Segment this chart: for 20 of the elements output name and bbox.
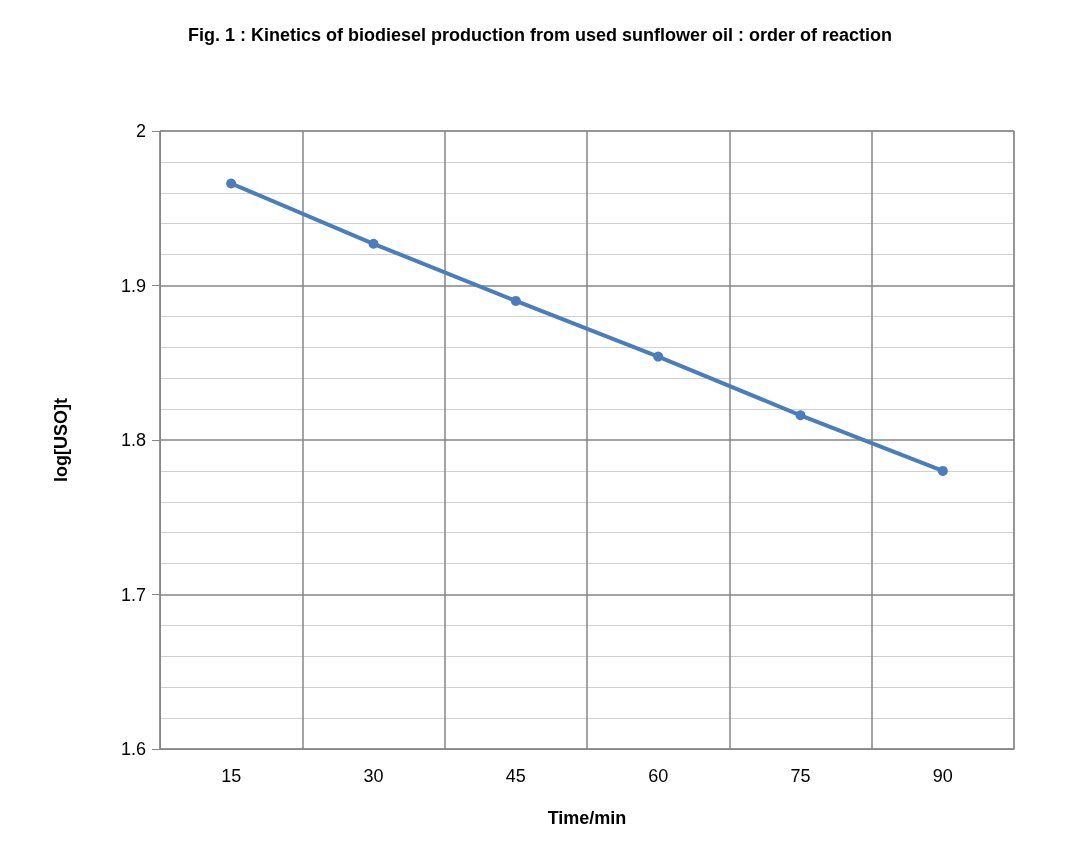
y-tick-label: 1.7 [120, 584, 146, 605]
x-tick-label: 75 [790, 766, 811, 786]
y-tick-label: 1.8 [120, 430, 146, 450]
point [653, 351, 664, 362]
point [368, 238, 379, 249]
x-tick-label: 45 [505, 766, 526, 786]
point [226, 178, 237, 189]
x-tick-label: 15 [221, 766, 242, 786]
y-tick-label: 1.6 [120, 739, 146, 759]
x-tick-label: 90 [932, 766, 953, 786]
point [937, 465, 948, 476]
x-axis-title: Time/min [547, 808, 627, 828]
y-tick-label: 2 [135, 121, 146, 141]
point [795, 410, 806, 421]
y-tick-label: 1.9 [120, 275, 146, 296]
x-tick-label: 60 [648, 766, 669, 786]
y-axis-title: log[USO]t [51, 398, 71, 482]
chart-title: Fig. 1 : Kinetics of biodiesel production from used sunflower oil : order of reaction [187, 25, 893, 45]
x-tick-label: 30 [363, 766, 384, 786]
point [510, 295, 521, 306]
